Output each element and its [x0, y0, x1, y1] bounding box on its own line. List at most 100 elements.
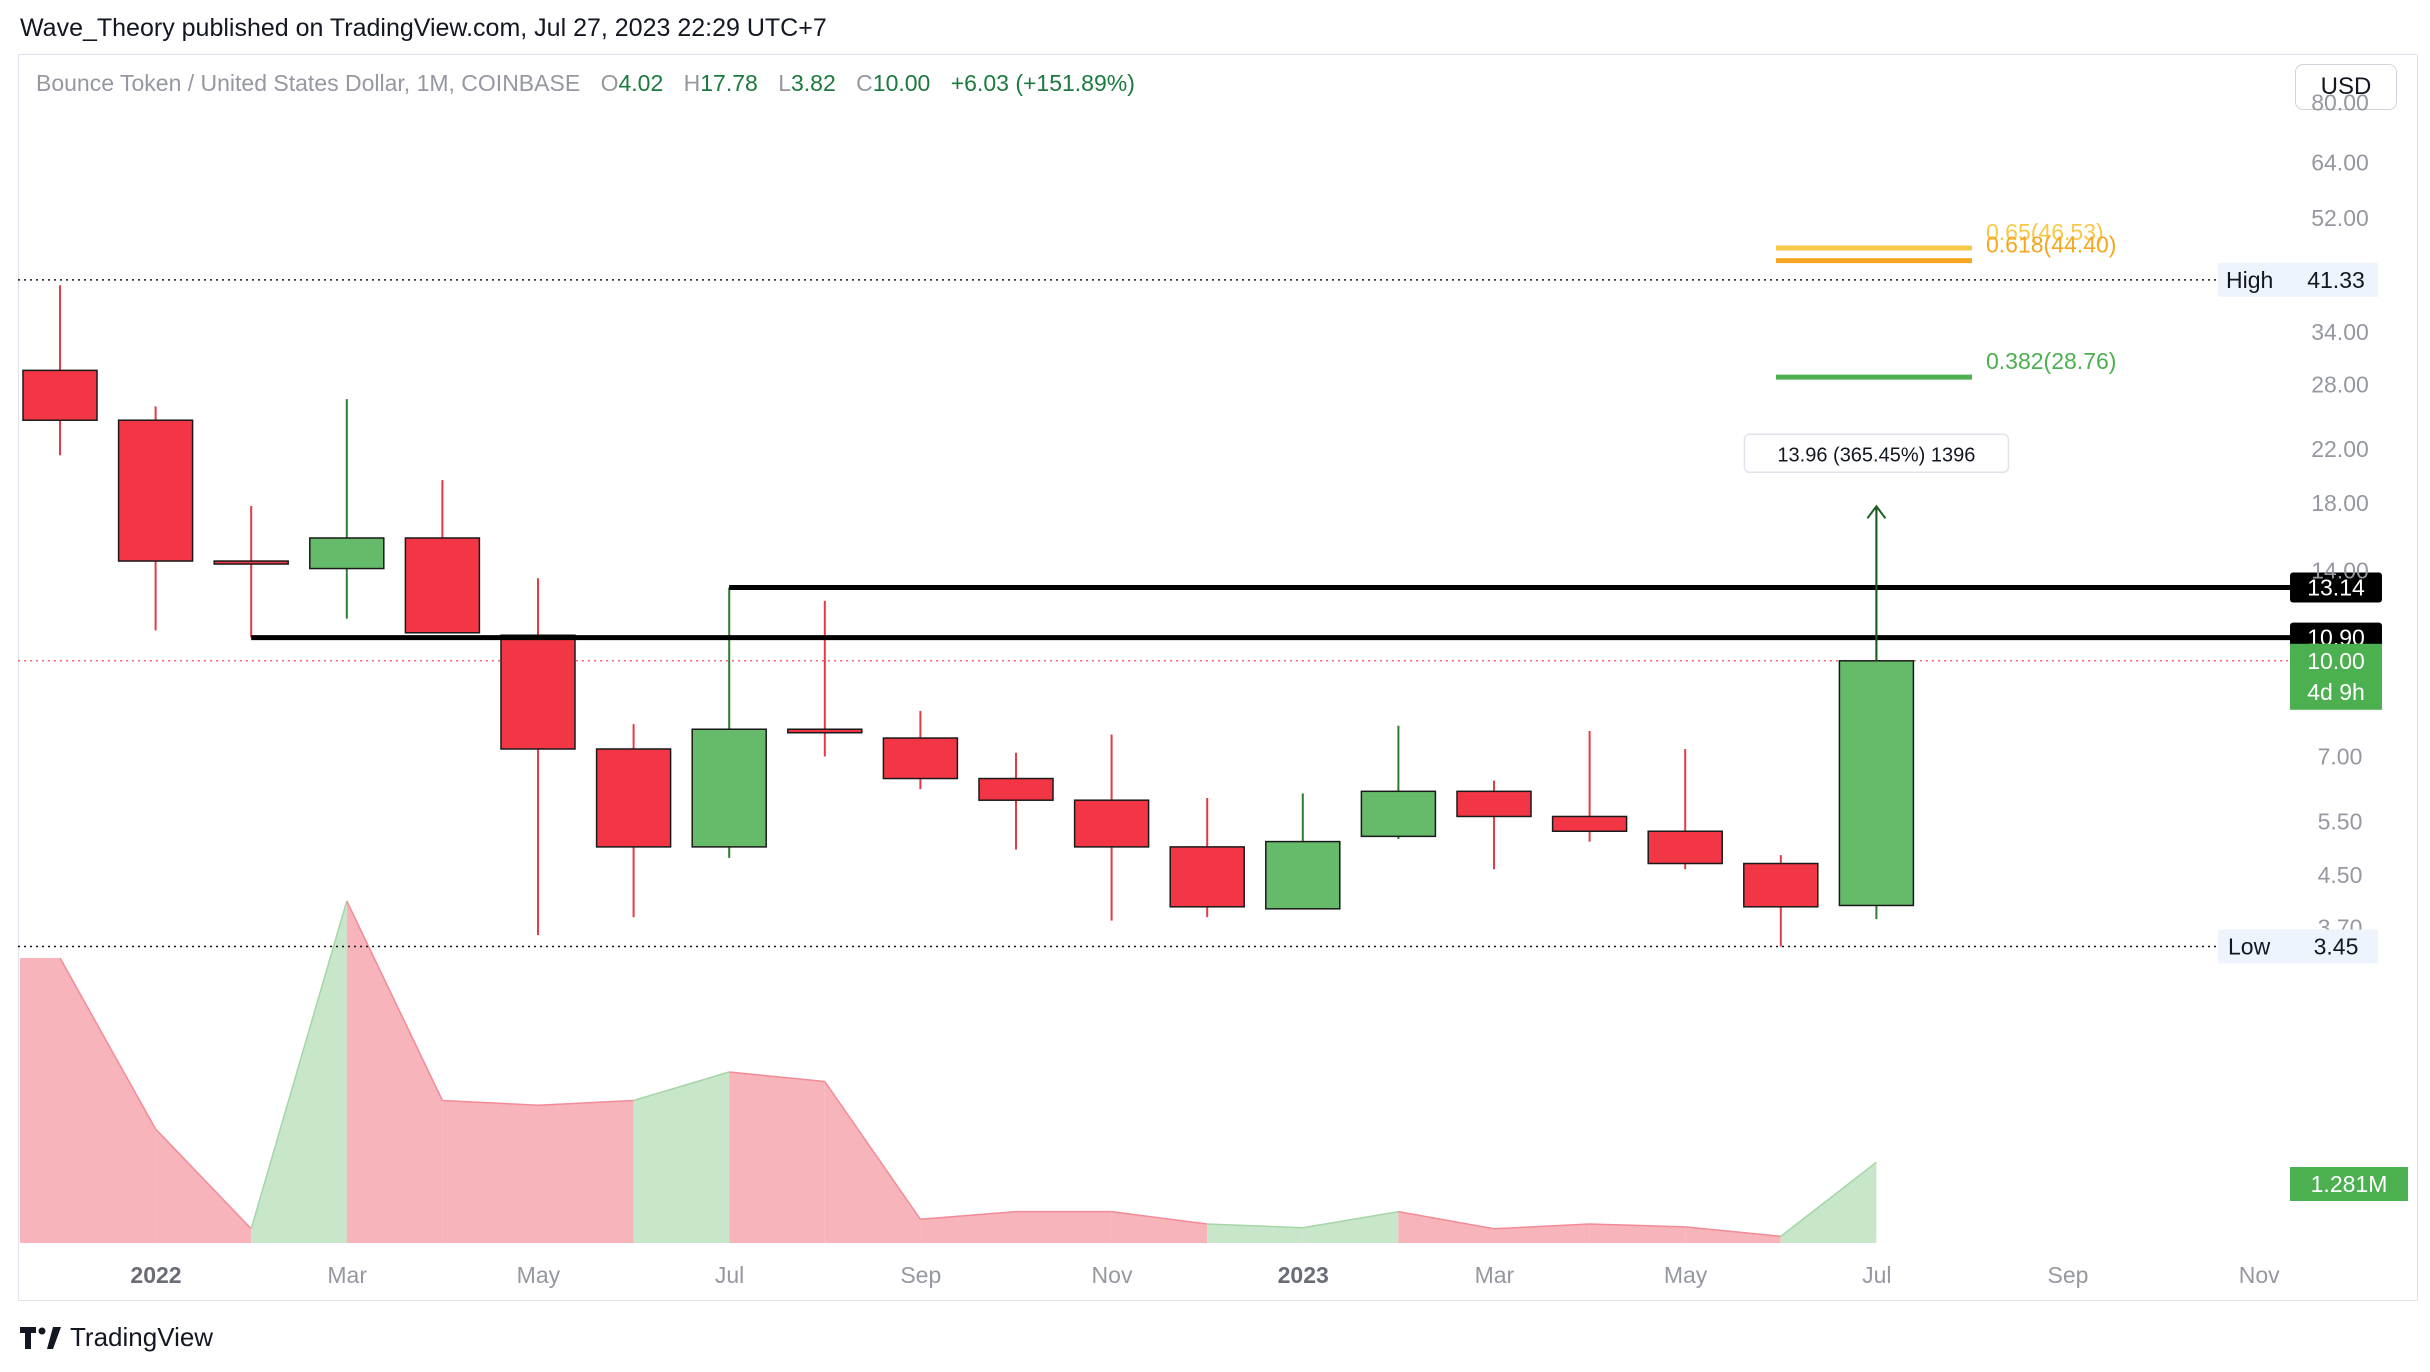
candle-body	[1456, 790, 1532, 818]
publication-line: Wave_Theory published on TradingView.com…	[20, 14, 827, 42]
high-value: 17.78	[700, 70, 758, 96]
candle-body	[22, 369, 98, 421]
candle-body	[500, 634, 576, 750]
candle-body	[595, 748, 672, 848]
volume-area-segment	[824, 1081, 921, 1243]
candle-body	[978, 777, 1054, 801]
high-tag-value: 41.33	[2307, 267, 2365, 293]
level-price-label: 13.14	[2307, 574, 2365, 600]
candle-body	[1838, 660, 1915, 907]
volume-line-segment	[920, 1210, 1017, 1220]
volume-line-segment	[250, 900, 348, 1229]
low-tag-value: 3.45	[2314, 934, 2359, 960]
low-tag	[2218, 929, 2378, 964]
volume-area-segment	[442, 1100, 538, 1243]
measure-tooltip	[1743, 433, 2010, 474]
y-axis-tick-label: 52.00	[2311, 205, 2369, 231]
low-tag-label: Low	[2228, 934, 2271, 960]
volume-line-segment	[1111, 1210, 1208, 1225]
x-axis-tick-label: Jul	[715, 1262, 744, 1288]
y-axis-tick-label: 5.50	[2318, 808, 2363, 834]
x-axis-tick-label: Nov	[2239, 1262, 2280, 1288]
volume-tag	[2290, 1167, 2408, 1201]
volume-tag-label: 1.281M	[2311, 1171, 2388, 1197]
symbol-title[interactable]: Bounce Token / United States Dollar, 1M,…	[36, 70, 581, 96]
y-axis-tick-label: 7.00	[2318, 744, 2363, 770]
open-label: O	[600, 70, 619, 96]
volume-line-segment	[537, 1099, 634, 1106]
volume-area-segment	[729, 1072, 825, 1243]
x-axis-tick-label: 2022	[130, 1262, 181, 1288]
volume-line-segment	[1780, 1161, 1877, 1237]
y-axis-tick-label: 28.00	[2311, 371, 2369, 397]
candle-body	[213, 560, 289, 565]
volume-line-segment	[1685, 1226, 1781, 1238]
x-axis-tick-label: Sep	[900, 1262, 941, 1288]
volume-area-segment	[251, 901, 347, 1243]
y-axis-tick-label: 14.00	[2311, 557, 2369, 583]
volume-line-segment	[442, 1099, 539, 1106]
volume-line-segment	[824, 1081, 922, 1220]
candle-body	[691, 728, 767, 848]
x-axis-tick-label: Nov	[1092, 1262, 1133, 1288]
high-tag-label: High	[2226, 267, 2273, 293]
x-axis-tick-label: May	[1664, 1262, 1708, 1288]
volume-area-segment	[20, 958, 60, 1243]
volume-line-segment	[633, 1071, 730, 1102]
volume-line-segment	[59, 957, 157, 1130]
volume-area-segment	[1111, 1211, 1208, 1243]
close-value: 10.00	[872, 70, 931, 96]
y-axis-tick-label: 34.00	[2311, 319, 2369, 345]
currency-button[interactable]: USD	[2295, 64, 2397, 110]
measure-arrow-head	[1866, 504, 1887, 519]
fib-level-label: 0.618(44.40)	[1986, 232, 2116, 258]
last-price-value: 10.00	[2307, 648, 2365, 674]
x-axis-tick-label: 2023	[1278, 1262, 1329, 1288]
tradingview-logo-icon	[20, 1326, 61, 1349]
high-label: H	[683, 70, 701, 96]
x-axis-tick-label: Mar	[1475, 1262, 1515, 1288]
y-axis-tick-label: 22.00	[2311, 436, 2369, 462]
volume-area-segment	[1302, 1211, 1399, 1243]
volume-area-segment	[1780, 1162, 1877, 1243]
x-axis-tick-label: Jul	[1862, 1262, 1891, 1288]
volume-area-segment	[60, 958, 156, 1243]
high-tag	[2218, 262, 2378, 297]
candle-body	[1169, 846, 1245, 908]
volume-line-segment	[1207, 1223, 1303, 1229]
candle-body	[1647, 830, 1723, 865]
footer-brand-label: TradingView	[70, 1322, 214, 1352]
volume-line-segment	[346, 900, 444, 1101]
x-axis-tick-label: May	[517, 1262, 561, 1288]
volume-area-segment	[1398, 1211, 1494, 1243]
volume-area-segment	[1016, 1211, 1112, 1243]
volume-area-segment	[920, 1211, 1016, 1243]
close-label: C	[856, 70, 873, 96]
x-axis-tick-label: Mar	[327, 1262, 367, 1288]
volume-line-segment	[1398, 1210, 1495, 1230]
candle-body	[1360, 790, 1437, 838]
volume-area-segment	[1207, 1224, 1303, 1243]
candle-body	[1551, 815, 1628, 833]
candle-body	[117, 419, 194, 562]
open-value: 4.02	[618, 70, 664, 96]
last-price-countdown: 4d 9h	[2307, 679, 2365, 705]
low-label: L	[778, 70, 791, 96]
x-axis-tick-label: Sep	[2048, 1262, 2089, 1288]
fib-level-label: 0.382(28.76)	[1986, 348, 2116, 374]
volume-line-segment	[729, 1071, 825, 1083]
fib-level-label: 0.65(46.53)	[1986, 219, 2104, 245]
footer-brand[interactable]: TradingView	[20, 1322, 213, 1353]
candle-body	[309, 537, 385, 570]
volume-line-segment	[1493, 1223, 1590, 1230]
chart-frame	[18, 54, 2418, 1301]
symbol-header: Bounce Token / United States Dollar, 1M,…	[36, 70, 1135, 97]
measure-tooltip-label: 13.96 (365.45%) 1396	[1777, 444, 1975, 466]
y-axis-tick-label: 80.00	[2311, 90, 2369, 116]
candle-body	[882, 737, 959, 780]
volume-area-segment	[1494, 1224, 1590, 1243]
y-axis-tick-label: 18.00	[2311, 490, 2369, 516]
low-value: 3.82	[791, 70, 836, 96]
volume-line-segment	[155, 1128, 252, 1230]
